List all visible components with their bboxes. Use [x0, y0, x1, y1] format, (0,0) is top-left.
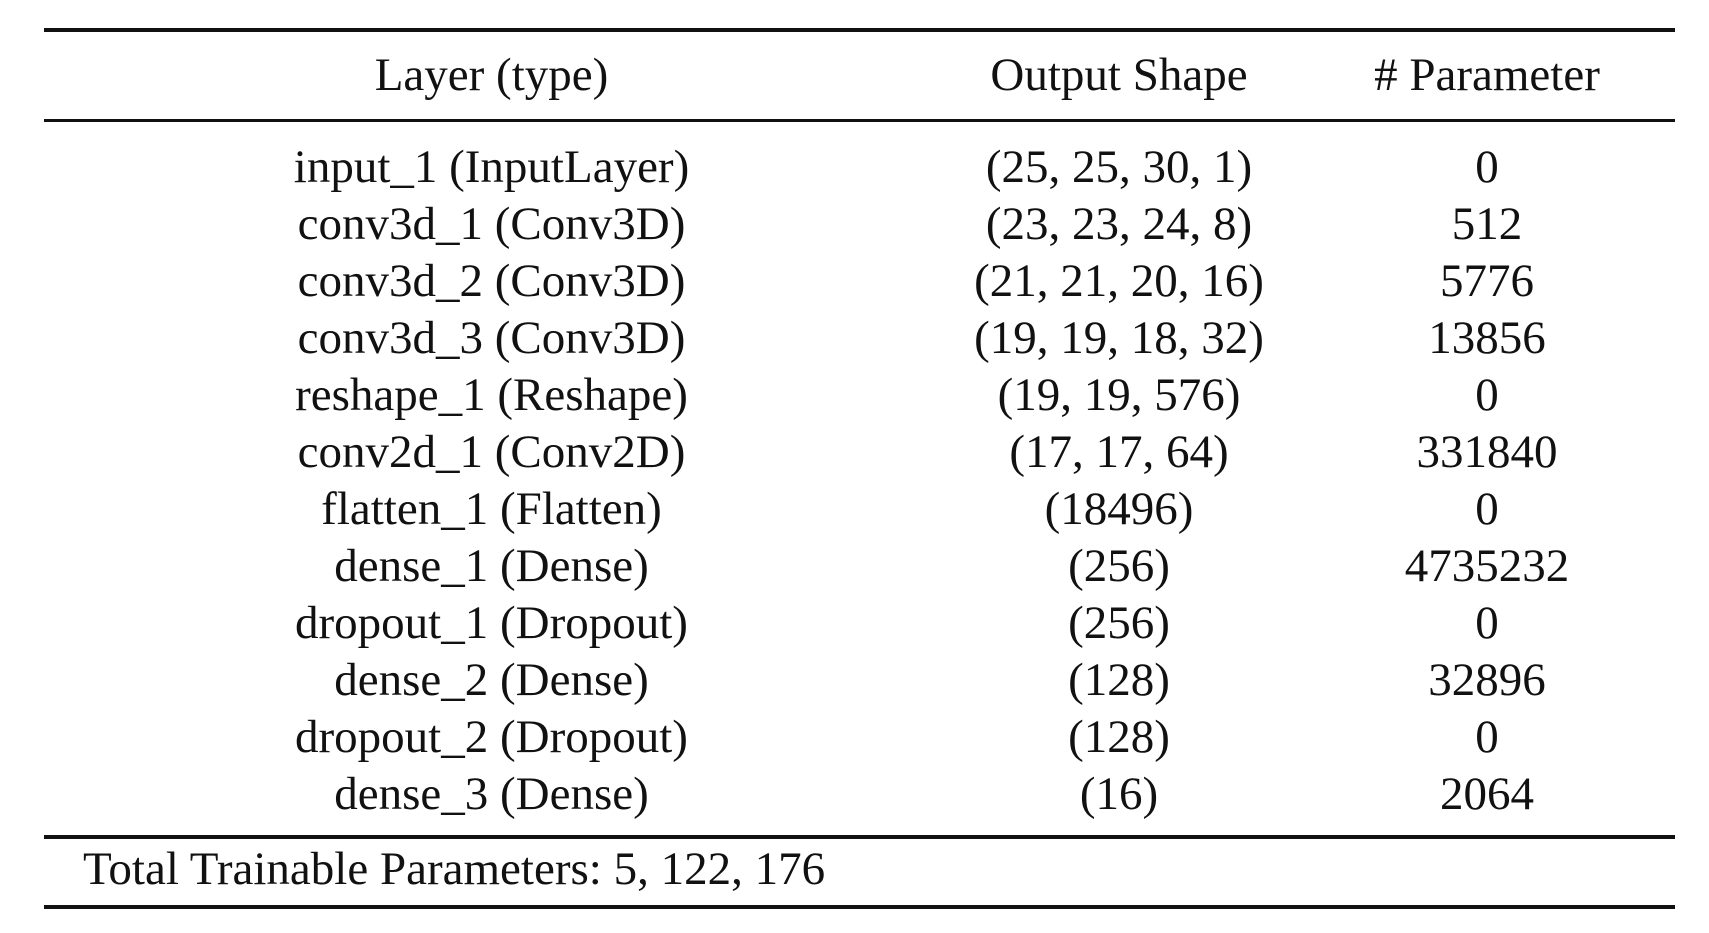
- table-row: conv3d_3 (Conv3D) (19, 19, 18, 32) 13856: [44, 310, 1675, 367]
- cell-layer: conv2d_1 (Conv2D): [297, 426, 686, 478]
- cell-layer: input_1 (InputLayer): [293, 141, 690, 193]
- cell-output-shape: (19, 19, 18, 32): [974, 312, 1264, 364]
- table-row: conv3d_2 (Conv3D) (21, 21, 20, 16) 5776: [44, 253, 1675, 310]
- cell-layer: conv3d_2 (Conv3D): [297, 255, 686, 307]
- cell-parameter: 0: [1475, 597, 1499, 649]
- cell-parameter: 331840: [1416, 426, 1558, 478]
- cell-parameter: 4735232: [1404, 540, 1570, 592]
- cell-output-shape: (128): [1068, 711, 1170, 763]
- cell-layer: conv3d_1 (Conv3D): [297, 198, 686, 250]
- cell-output-shape: (17, 17, 64): [1009, 426, 1229, 478]
- cell-output-shape: (16): [1079, 768, 1159, 820]
- cell-output-shape: (256): [1068, 540, 1170, 592]
- cell-parameter: 5776: [1440, 255, 1534, 307]
- total-row: Total Trainable Parameters: 5, 122, 176: [44, 839, 1675, 905]
- cell-parameter: 13856: [1428, 312, 1546, 364]
- cell-parameter: 32896: [1428, 654, 1546, 706]
- total-trainable-parameters: Total Trainable Parameters: 5, 122, 176: [83, 843, 826, 895]
- model-summary-table: Layer (type) Output Shape # Parameter in…: [44, 28, 1675, 909]
- table-body: input_1 (InputLayer) (25, 25, 30, 1) 0 c…: [44, 122, 1675, 835]
- header-layer: Layer (type): [374, 49, 609, 101]
- cell-output-shape: (256): [1068, 597, 1170, 649]
- cell-parameter: 0: [1475, 711, 1499, 763]
- header-output-shape: Output Shape: [990, 49, 1248, 101]
- cell-output-shape: (23, 23, 24, 8): [985, 198, 1253, 250]
- header-parameter: # Parameter: [1374, 49, 1600, 101]
- cell-layer: reshape_1 (Reshape): [295, 369, 688, 421]
- table-row: reshape_1 (Reshape) (19, 19, 576) 0: [44, 367, 1675, 424]
- cell-layer: dropout_1 (Dropout): [295, 597, 688, 649]
- cell-layer: conv3d_3 (Conv3D): [297, 312, 686, 364]
- cell-layer: dense_3 (Dense): [334, 768, 649, 820]
- table-row: input_1 (InputLayer) (25, 25, 30, 1) 0: [44, 139, 1675, 196]
- table-row: dense_3 (Dense) (16) 2064: [44, 766, 1675, 823]
- table-row: flatten_1 (Flatten) (18496) 0: [44, 481, 1675, 538]
- table-header: Layer (type) Output Shape # Parameter: [44, 32, 1675, 119]
- cell-output-shape: (25, 25, 30, 1): [985, 141, 1253, 193]
- cell-output-shape: (21, 21, 20, 16): [974, 255, 1264, 307]
- top-rule: [44, 28, 1675, 32]
- cell-layer: dense_2 (Dense): [334, 654, 649, 706]
- table-row: dense_1 (Dense) (256) 4735232: [44, 538, 1675, 595]
- cell-parameter: 0: [1475, 141, 1499, 193]
- cell-parameter: 2064: [1440, 768, 1534, 820]
- header-rule: [44, 119, 1675, 122]
- bottom-rule: [44, 905, 1675, 909]
- cell-output-shape: (19, 19, 576): [997, 369, 1241, 421]
- table-row: conv3d_1 (Conv3D) (23, 23, 24, 8) 512: [44, 196, 1675, 253]
- cell-parameter: 0: [1475, 369, 1499, 421]
- table-row: dropout_2 (Dropout) (128) 0: [44, 709, 1675, 766]
- cell-layer: flatten_1 (Flatten): [321, 483, 662, 535]
- cell-parameter: 512: [1451, 198, 1523, 250]
- cell-output-shape: (128): [1068, 654, 1170, 706]
- cell-output-shape: (18496): [1044, 483, 1194, 535]
- cell-parameter: 0: [1475, 483, 1499, 535]
- total-rule: [44, 835, 1675, 839]
- table-row: dropout_1 (Dropout) (256) 0: [44, 595, 1675, 652]
- table-row: conv2d_1 (Conv2D) (17, 17, 64) 331840: [44, 424, 1675, 481]
- cell-layer: dropout_2 (Dropout): [295, 711, 688, 763]
- cell-layer: dense_1 (Dense): [334, 540, 649, 592]
- table-row: dense_2 (Dense) (128) 32896: [44, 652, 1675, 709]
